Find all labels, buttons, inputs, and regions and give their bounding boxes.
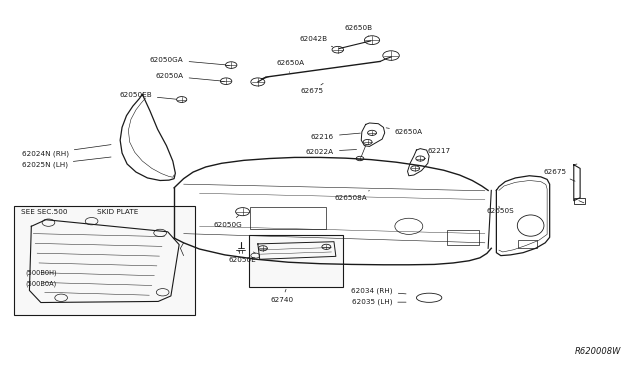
- Text: 62650A: 62650A: [277, 60, 305, 73]
- Bar: [447, 230, 479, 245]
- Text: 62650A: 62650A: [386, 128, 423, 135]
- Text: R620008W: R620008W: [575, 347, 621, 356]
- Text: 62050GA: 62050GA: [150, 57, 225, 65]
- Text: 62050E: 62050E: [228, 251, 257, 263]
- Text: 62650S: 62650S: [486, 206, 514, 214]
- Text: 62034 (RH): 62034 (RH): [351, 288, 406, 294]
- Text: 62024N (RH): 62024N (RH): [22, 145, 111, 157]
- Text: 62050G: 62050G: [214, 215, 243, 228]
- Bar: [518, 240, 537, 248]
- Bar: [574, 198, 585, 203]
- Bar: [249, 235, 343, 287]
- Text: 62675: 62675: [543, 169, 575, 181]
- Text: 62740: 62740: [270, 289, 294, 303]
- Text: 62035 (LH): 62035 (LH): [352, 299, 406, 305]
- Text: SEE SEC.500: SEE SEC.500: [20, 209, 67, 215]
- Text: 62050A: 62050A: [156, 73, 221, 81]
- Text: 62216: 62216: [311, 133, 360, 140]
- Text: 626508A: 626508A: [334, 190, 369, 201]
- Text: (500B0A): (500B0A): [25, 281, 56, 288]
- Text: 62022A: 62022A: [306, 148, 356, 154]
- Text: SKID PLATE: SKID PLATE: [97, 209, 138, 215]
- Text: (500B0H): (500B0H): [25, 270, 56, 276]
- Text: 62650B: 62650B: [344, 25, 372, 36]
- Text: 62050EB: 62050EB: [119, 92, 177, 99]
- Bar: [14, 206, 195, 315]
- Text: 62217: 62217: [424, 148, 451, 159]
- Bar: [250, 207, 326, 229]
- Text: 62042B: 62042B: [300, 36, 333, 47]
- Text: 62025N (LH): 62025N (LH): [22, 157, 111, 168]
- Text: 62675: 62675: [301, 83, 324, 94]
